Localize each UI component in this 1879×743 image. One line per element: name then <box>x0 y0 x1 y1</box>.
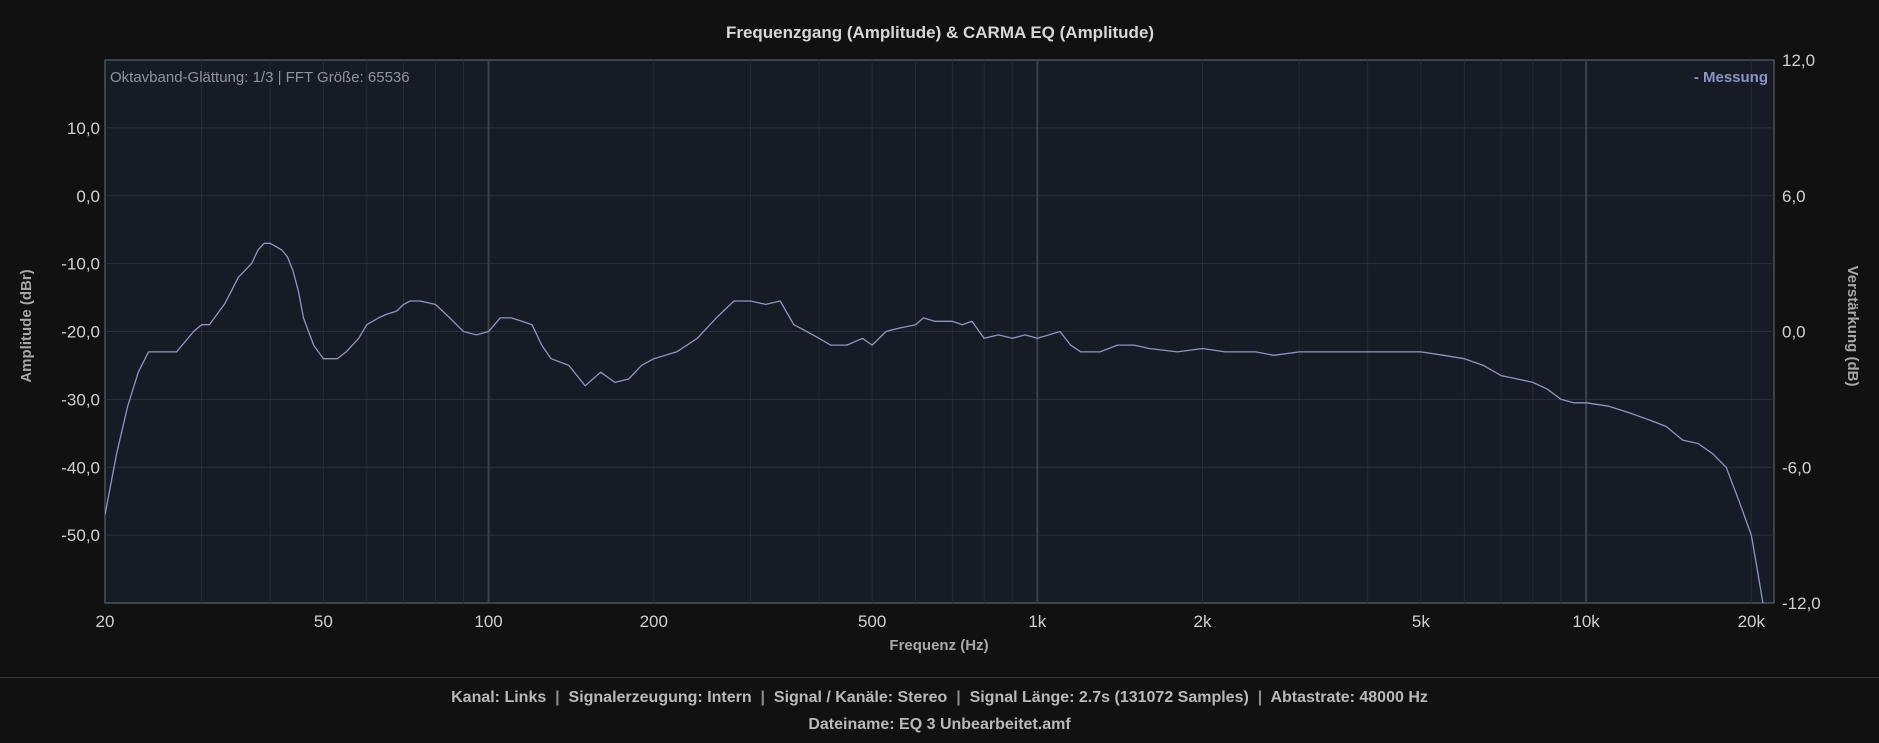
x-tick-label: 20 <box>96 612 115 631</box>
frequency-response-chart: Frequenzgang (Amplitude) & CARMA EQ (Amp… <box>18 23 1861 654</box>
x-tick-label: 100 <box>474 612 502 631</box>
x-tick-label: 50 <box>314 612 333 631</box>
y2-tick-label: 6,0 <box>1782 187 1806 206</box>
x-tick-label: 20k <box>1738 612 1766 631</box>
footer-separator: | <box>760 689 766 706</box>
footer-info-line: Kanal: Links | Signalerzeugung: Intern |… <box>0 689 1879 707</box>
x-tick-label: 200 <box>640 612 668 631</box>
series-line-0 <box>105 242 1764 603</box>
x-axis-label: Frequenz (Hz) <box>889 637 988 654</box>
y-tick-label: -10,0 <box>61 255 100 274</box>
chart-title: Frequenzgang (Amplitude) & CARMA EQ (Amp… <box>726 23 1154 42</box>
y2-tick-label: -12,0 <box>1782 594 1821 613</box>
x-axis-ticks: 20 50 100 200 500 1k 2k 5k 10k 20k <box>96 612 1766 631</box>
y-tick-label: -50,0 <box>61 526 100 545</box>
legend-entry[interactable]: - Messung <box>1694 69 1768 86</box>
footer-signal-kanaele: Signal / Kanäle: Stereo <box>773 689 948 706</box>
y2-axis-ticks: 12,0 6,0 0,0 -6,0 -12,0 <box>1782 51 1821 613</box>
x-tick-label: 1k <box>1028 612 1046 631</box>
footer-kanal: Kanal: Links <box>451 689 547 706</box>
x-tick-label: 10k <box>1572 612 1600 631</box>
minor-gridlines <box>105 60 1774 603</box>
chart-annotation: Oktavband-Glättung: 1/3 | FFT Größe: 655… <box>110 69 410 86</box>
footer-divider <box>0 677 1879 678</box>
x-tick-label: 2k <box>1194 612 1212 631</box>
y-tick-label: 0,0 <box>76 187 100 206</box>
y-tick-label: -30,0 <box>61 390 100 409</box>
y-tick-label: -20,0 <box>61 323 100 342</box>
y2-tick-label: 0,0 <box>1782 323 1806 342</box>
footer-separator: | <box>956 689 961 706</box>
x-tick-label: 5k <box>1412 612 1430 631</box>
footer-separator: | <box>555 689 560 706</box>
y-axis-label: Amplitude (dBr) <box>18 269 35 382</box>
footer-filename-line: Dateiname: EQ 3 Unbearbeitet.amf <box>0 716 1879 734</box>
x-tick-label: 500 <box>858 612 886 631</box>
footer-signal-laenge: Signal Länge: 2.7s (131072 Samples) <box>969 689 1249 706</box>
footer-signalerzeugung: Signalerzeugung: Intern <box>568 689 752 706</box>
y2-axis-label: Verstärkung (dB) <box>1844 266 1861 387</box>
footer-separator: | <box>1257 689 1263 706</box>
series-layer <box>105 242 1764 603</box>
footer-abtastrate: Abtastrate: 48000 Hz <box>1270 689 1428 706</box>
y-axis-ticks: 10,0 0,0 -10,0 -20,0 -30,0 -40,0 -50,0 <box>61 119 100 545</box>
footer-dateiname: Dateiname: EQ 3 Unbearbeitet.amf <box>808 716 1071 733</box>
y2-tick-label: -6,0 <box>1782 458 1811 477</box>
y2-tick-label: 12,0 <box>1782 51 1815 70</box>
y-tick-label: 10,0 <box>67 119 100 138</box>
y-tick-label: -40,0 <box>61 458 100 477</box>
